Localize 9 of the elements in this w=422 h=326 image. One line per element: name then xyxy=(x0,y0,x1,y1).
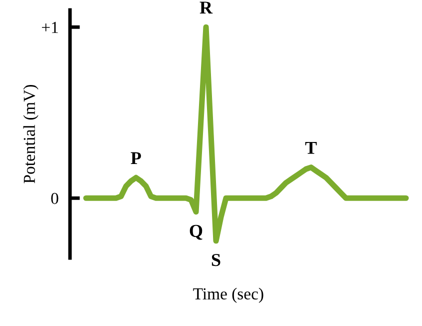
annotation: S xyxy=(212,254,220,266)
annotation: T xyxy=(305,142,317,154)
annotation: P xyxy=(130,152,142,164)
y-tick-label: +1 xyxy=(42,22,58,33)
annotation: Q xyxy=(190,224,202,240)
annotation: R xyxy=(200,2,213,14)
y-tick-label: 0 xyxy=(51,192,58,204)
y-axis-title: Potential (mV) xyxy=(23,84,38,184)
x-axis-title: Time (sec) xyxy=(193,288,264,303)
